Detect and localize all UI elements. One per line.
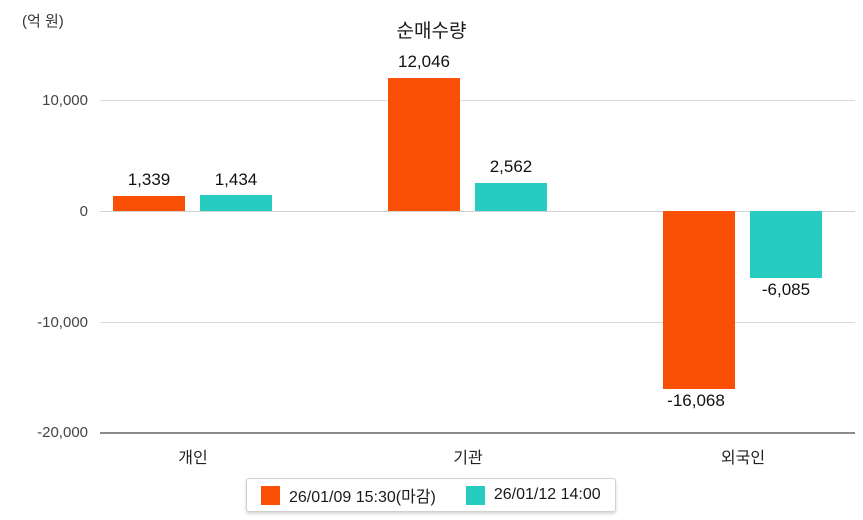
- x-category-label-2: 외국인: [720, 450, 766, 467]
- bar-value-label-series-a-cat-1: 12,046: [398, 52, 450, 71]
- gridline-10000: [100, 100, 855, 101]
- bar-series-a-cat-0[interactable]: [113, 196, 185, 211]
- bar-value-label-series-a-cat-0: 1,339: [127, 170, 171, 189]
- y-axis-unit-label: (억 원): [22, 13, 64, 30]
- legend-swatch-icon-series-b: [465, 485, 485, 505]
- legend-label-series-b: 26/01/12 14:00: [493, 486, 601, 503]
- x-axis-line: [100, 432, 855, 434]
- legend-item-series-a[interactable]: 26/01/09 15:30(마감): [261, 483, 436, 507]
- bar-value-label-series-a-cat-2: -16,068: [667, 391, 725, 410]
- chart-legend: 26/01/09 15:30(마감) 26/01/12 14:00: [246, 478, 616, 512]
- y-tick-label-minus-20000: -20,000: [37, 424, 88, 441]
- bar-series-b-cat-1[interactable]: [475, 183, 547, 211]
- bar-value-label-series-b-cat-1: 2,562: [489, 157, 533, 176]
- bar-series-b-cat-2[interactable]: [750, 211, 822, 278]
- plot-area: 1,339 1,434 12,046 2,562 -16,068 -6,085 …: [100, 52, 855, 467]
- bar-value-label-series-b-cat-2: -6,085: [761, 280, 811, 299]
- gridline-zero: [100, 211, 855, 212]
- y-tick-label-minus-10000: -10,000: [37, 314, 88, 331]
- bar-series-b-cat-0[interactable]: [200, 195, 272, 211]
- gridline-minus-10000: [100, 322, 855, 323]
- y-tick-label-0: 0: [79, 203, 88, 220]
- x-category-label-0: 개인: [178, 450, 208, 467]
- legend-item-series-b[interactable]: 26/01/12 14:00: [465, 485, 601, 505]
- bar-series-a-cat-2[interactable]: [663, 211, 735, 389]
- x-category-label-1: 기관: [453, 450, 483, 467]
- bar-value-label-series-b-cat-0: 1,434: [214, 170, 258, 189]
- chart-title: 순매수량: [396, 21, 467, 42]
- legend-label-series-a: 26/01/09 15:30(마감): [289, 489, 436, 506]
- legend-swatch-icon-series-a: [261, 485, 280, 505]
- bar-series-a-cat-1[interactable]: [388, 78, 460, 211]
- y-tick-label-10000: 10,000: [42, 92, 88, 109]
